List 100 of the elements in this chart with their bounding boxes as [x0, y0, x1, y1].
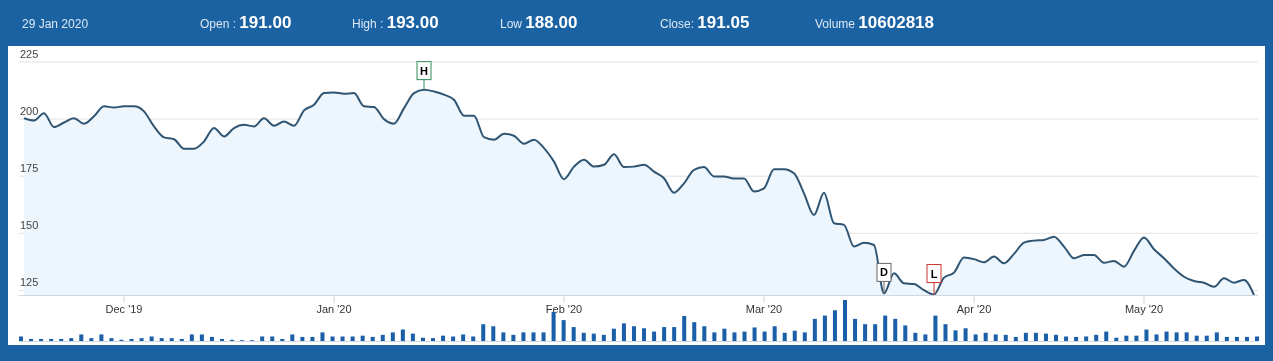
bar	[1124, 335, 1129, 341]
bar	[581, 332, 586, 341]
bar	[501, 332, 506, 341]
bar	[300, 336, 305, 341]
bar	[471, 336, 476, 341]
bar	[370, 336, 375, 341]
bar	[963, 328, 968, 341]
bar	[662, 327, 667, 341]
bar	[1204, 335, 1209, 341]
bar	[551, 311, 556, 341]
bar	[531, 332, 536, 341]
bar	[340, 336, 345, 341]
bar	[1033, 332, 1038, 341]
bar	[1224, 336, 1229, 341]
bar	[762, 331, 767, 341]
text: High : 193.00	[352, 13, 439, 32]
bar	[883, 315, 888, 341]
text: 29 Jan 2020	[22, 17, 89, 31]
bar	[571, 327, 576, 341]
bar	[39, 338, 44, 341]
bar	[601, 334, 606, 341]
bar	[1003, 334, 1008, 341]
bar	[1054, 334, 1059, 341]
x-tick-label: Jan '20	[316, 303, 352, 315]
bar	[863, 324, 868, 341]
x-tick-label: Apr '20	[956, 303, 992, 315]
y-tick-label: 125	[20, 276, 39, 289]
bar	[189, 334, 194, 341]
bar	[139, 338, 144, 341]
bar	[752, 327, 757, 341]
bar	[802, 332, 807, 341]
bar	[1074, 336, 1079, 341]
bar	[260, 336, 265, 341]
x-tick-label: May '20	[1124, 303, 1164, 315]
bar	[682, 315, 687, 341]
bar	[199, 334, 204, 341]
bar	[792, 330, 797, 341]
bar	[642, 328, 647, 341]
bar	[702, 326, 707, 341]
bar	[652, 331, 657, 341]
bar	[953, 330, 958, 341]
bar	[822, 315, 827, 341]
y-tick-label: 150	[20, 219, 39, 232]
bar	[742, 331, 747, 341]
bar	[149, 336, 154, 341]
bar	[390, 332, 395, 341]
bar	[973, 334, 978, 341]
x-tick-label: Mar '20	[745, 303, 783, 315]
annotation: L	[930, 267, 938, 280]
bar	[1104, 331, 1109, 341]
bar	[812, 318, 817, 341]
x-tick-label: Feb '20	[545, 303, 583, 315]
bar	[330, 336, 335, 341]
bar	[179, 338, 184, 341]
bar	[1234, 336, 1239, 341]
bar	[1154, 334, 1159, 341]
bar	[621, 323, 626, 341]
bar	[591, 333, 596, 341]
bar	[1114, 337, 1119, 341]
bar	[481, 324, 486, 341]
bar	[1244, 336, 1249, 341]
bar	[1184, 332, 1189, 341]
bar	[772, 326, 777, 341]
bar	[541, 332, 546, 341]
bar	[521, 332, 526, 341]
bar	[59, 338, 64, 341]
bar	[631, 326, 636, 341]
bar	[1134, 335, 1139, 341]
bar	[923, 334, 928, 341]
bar	[400, 329, 405, 341]
bar	[19, 336, 24, 341]
bar	[169, 338, 174, 341]
bar	[209, 336, 214, 341]
bar	[712, 332, 717, 341]
bar	[1174, 332, 1179, 341]
bar	[893, 318, 898, 341]
bar	[410, 333, 415, 341]
bar	[420, 337, 425, 341]
y-tick-label: 225	[20, 48, 39, 60]
bar	[672, 327, 677, 341]
y-tick-label: 175	[20, 162, 39, 175]
bar	[1084, 336, 1089, 341]
bar	[1144, 329, 1149, 341]
bar	[461, 334, 466, 341]
annotation: D	[880, 266, 889, 279]
bar	[310, 336, 315, 341]
text: Close: 191.05	[660, 13, 750, 32]
bar	[692, 322, 697, 341]
bar	[69, 338, 74, 341]
bar	[832, 310, 837, 341]
text: Open : 191.00	[200, 13, 292, 32]
x-tick-label: Dec '19	[105, 303, 143, 315]
bar	[1094, 334, 1099, 341]
bar	[842, 300, 848, 341]
bar	[903, 325, 908, 341]
bar	[270, 336, 275, 341]
bar	[89, 338, 94, 341]
bar	[129, 338, 134, 341]
bar	[380, 334, 385, 341]
bar	[441, 335, 446, 341]
